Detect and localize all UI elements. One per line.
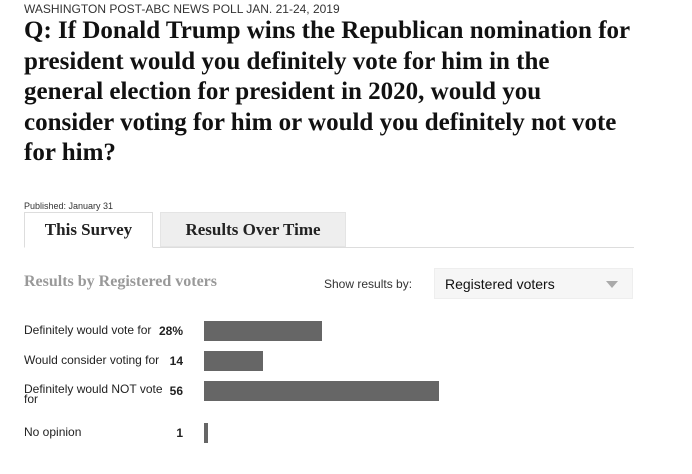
bar <box>204 321 322 341</box>
tab[interactable]: Results Over Time <box>160 212 346 247</box>
kicker: WASHINGTON POST-ABC NEWS POLL JAN. 21-24… <box>24 2 340 16</box>
value-label: 1 <box>176 426 183 440</box>
dropdown[interactable]: Registered voters <box>434 268 633 299</box>
value-label: 14 <box>169 354 183 368</box>
tab-divider <box>24 247 634 248</box>
results-heading: Results by Registered voters <box>24 273 218 290</box>
category-label: No opinion <box>24 425 82 439</box>
bar <box>204 351 263 371</box>
bar <box>204 423 209 443</box>
dropdown-arrow <box>606 281 618 288</box>
dropdown-value: Registered voters <box>445 276 555 292</box>
bar <box>204 381 440 401</box>
category-label: Definitely would NOT vote for <box>24 382 163 406</box>
category-label: Definitely would vote for <box>24 323 152 337</box>
tab[interactable]: This Survey <box>24 212 153 248</box>
filter-label: Show results by: <box>324 277 413 291</box>
question: Q: If Donald Trump wins the Republican n… <box>24 17 630 166</box>
category-label: Would consider voting for <box>24 353 160 367</box>
value-label: 28% <box>158 324 183 338</box>
value-label: 56 <box>169 384 183 398</box>
published-date: Published: January 31 <box>24 201 114 211</box>
